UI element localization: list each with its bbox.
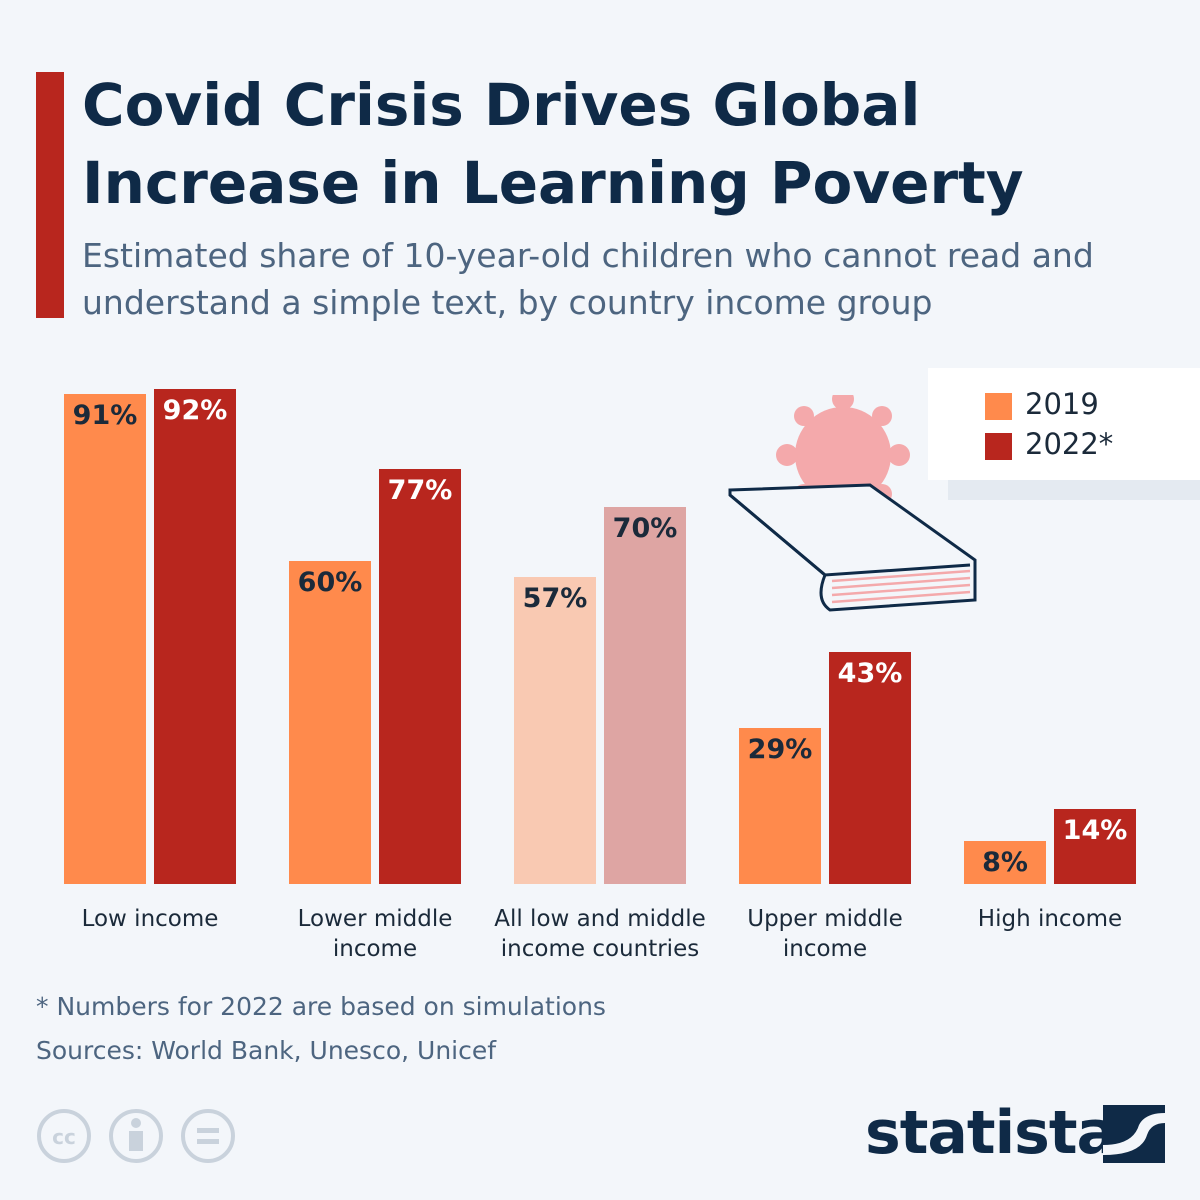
legend-label: 2019	[1025, 387, 1099, 421]
value-label: 92%	[162, 394, 228, 426]
bar	[514, 577, 596, 884]
bar	[379, 469, 461, 884]
chart-subtitle: Estimated share of 10-year-old children …	[82, 236, 1094, 322]
value-label: 77%	[387, 475, 453, 507]
x-tick-label: Lower middle income	[297, 906, 453, 962]
bar	[154, 388, 236, 884]
illustration	[728, 395, 977, 612]
bar	[604, 507, 686, 884]
value-label: 60%	[297, 566, 363, 598]
bar	[64, 393, 146, 884]
x-tick-label: High income	[977, 906, 1123, 932]
accent-bar	[36, 72, 64, 318]
bar	[964, 840, 1046, 884]
bar	[739, 727, 821, 884]
value-label: 70%	[612, 513, 678, 545]
bar	[829, 652, 911, 884]
value-label: 14%	[1062, 814, 1128, 846]
brand: statista	[865, 1098, 1117, 1168]
x-tick-label: All low and middle income countries	[494, 906, 706, 962]
chart-title: Covid Crisis Drives Global Increase in L…	[82, 71, 1024, 217]
legend: 2019 2022*	[928, 368, 1200, 480]
legend-swatch	[985, 433, 1012, 460]
legend-swatch	[985, 393, 1012, 420]
license-icons: cc	[37, 1109, 235, 1163]
value-label: 57%	[522, 583, 588, 615]
value-label: 91%	[72, 399, 138, 431]
value-label: 8%	[982, 846, 1028, 878]
svg-text:cc: cc	[52, 1125, 76, 1149]
x-tick-label: Upper middle income	[747, 906, 903, 962]
footnote: * Numbers for 2022 are based on simulati…	[36, 992, 606, 1021]
value-label: 43%	[837, 658, 903, 690]
source: Sources: World Bank, Unesco, Unicef	[36, 1036, 497, 1065]
x-tick-label: Low income	[81, 906, 219, 932]
bar	[1054, 808, 1136, 884]
bar	[289, 560, 371, 884]
brand-icon	[1103, 1105, 1165, 1163]
legend-label: 2022*	[1025, 427, 1114, 461]
value-label: 29%	[747, 733, 813, 765]
